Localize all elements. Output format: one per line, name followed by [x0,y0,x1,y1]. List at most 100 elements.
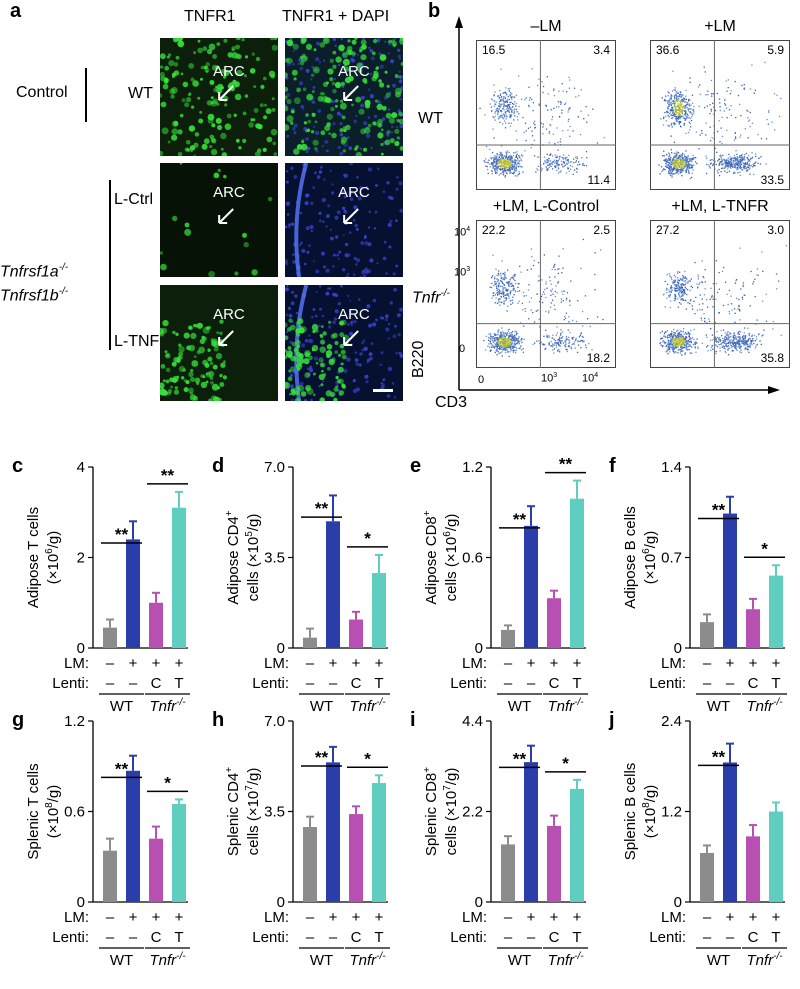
lm-val-j-3: + [772,909,781,926]
ylabel2-d: cells (×105/g) [244,514,262,602]
lenti-val-f-2: C [748,675,759,692]
flow-quadrant-ul: 27.2 [656,223,680,237]
lenti-val-g-1: – [129,929,138,946]
lm-val-c-3: + [175,655,184,672]
panel-b-ytick-0: 0 [459,343,466,355]
lm-val-e-1: + [527,655,536,672]
lenti-val-i-3: T [572,929,581,946]
flow-quadrant-ul: 16.5 [482,43,506,57]
flow-quadrant-lr: 11.4 [588,173,611,187]
bar-h-2 [349,814,363,902]
ylabel2-h: cells (×107/g) [244,768,262,856]
sig-mark-e-1: ** [559,455,573,474]
lenti-val-e-3: T [572,675,581,692]
panel-label-c: c [12,455,23,477]
lenti-val-g-3: T [174,929,183,946]
panel-b-ytick-1e4: 104 [454,226,471,239]
bar-f-2 [746,609,760,648]
lenti-val-d-2: C [351,675,362,692]
lm-val-i-0: – [504,909,513,926]
ytick-label-h: 3.5 [264,804,285,821]
sig-mark-e-0: ** [513,510,527,529]
ytick-label-e: 0.6 [462,550,483,567]
lenti-val-j-2: C [748,929,759,946]
sig-mark-f-0: ** [712,500,726,519]
lm-val-d-3: + [375,655,384,672]
panel-label-d: d [212,455,224,477]
lenti-val-h-1: – [329,929,338,946]
ylabel2-i: cells (×107/g) [442,768,460,856]
sig-mark-g-0: ** [115,759,129,778]
lm-row-label-j: LM: [661,909,686,926]
lenti-val-c-3: T [174,675,183,692]
lm-row-label-i: LM: [462,909,487,926]
panel-a-control-bar [85,68,87,122]
micrograph-ltnfr-tnfr1-dapi: ARC [285,285,403,401]
ytick-label-e: 1.2 [462,459,483,476]
bar-c-3 [172,507,186,648]
lm-val-i-2: + [550,909,559,926]
ytick-label-j: 1.2 [661,804,682,821]
sig-mark-f-1: * [761,539,768,558]
sig-mark-h-1: * [364,749,371,768]
arc-arrow-icon [218,208,234,224]
micrograph-lctrl-tnfr1: ARC [160,163,278,277]
arc-label: ARC [213,306,245,323]
lm-val-c-1: + [129,655,138,672]
lenti-val-h-3: T [374,929,383,946]
lenti-val-h-2: C [351,929,362,946]
panel-a-genotype-bar [109,180,111,350]
ytick-label-c: 4 [77,459,85,476]
bar-j-3 [769,811,783,902]
ytick-label-g: 0.6 [64,804,85,821]
panel-a-header-tnfr1: TNFR1 [184,8,236,25]
flow-plot-1: 36.6 5.9 33.5 [650,40,790,190]
bar-c-2 [149,602,163,648]
flow-plot-0: 16.5 3.4 11.4 [476,40,616,190]
lm-val-h-3: + [375,909,384,926]
ytick-label-d: 7.0 [264,459,285,476]
panel-label-e: e [410,455,421,477]
ytick-label-c: 2 [77,550,85,567]
flow-plot-title-1: +LM [704,18,736,35]
bar-i-0 [501,844,515,902]
ytick-label-g: 0 [77,894,85,911]
bar-d-3 [372,573,386,648]
ylabel2-c: (×106/g) [44,531,62,585]
bar-d-0 [303,637,317,648]
panel-b-label: b [428,0,441,22]
flow-quadrant-ur: 3.4 [593,43,610,57]
bar-e-0 [501,629,515,648]
ylabel-j: Splenic B cells [622,763,639,861]
panel-b-xtick-1e4: 104 [582,372,599,385]
lenti-val-c-2: C [151,675,162,692]
lenti-row-label-d: Lenti: [252,675,289,692]
group-wt-h: WT [310,952,333,969]
flow-quadrant-lr: 18.2 [587,351,611,365]
group-wt-c: WT [110,698,133,715]
lm-val-f-0: – [703,655,712,672]
lenti-val-c-0: – [106,675,115,692]
group-wt-f: WT [707,698,730,715]
arc-label: ARC [338,63,370,80]
sig-mark-d-1: * [364,529,371,548]
flow-quadrant-lr: 33.5 [761,173,785,187]
bar-f-3 [769,575,783,648]
ylabel2-g: (×108/g) [44,785,62,839]
ytick-label-i: 0 [475,894,483,911]
lenti-val-d-0: – [306,675,315,692]
ylabel-g: Splenic T cells [25,763,42,859]
bar-h-0 [303,827,317,902]
ytick-label-c: 0 [77,640,85,657]
group-ko-g: Tnfr-/- [149,951,186,969]
ylabel2-j: (×108/g) [641,785,659,839]
panel-a-group-control: Control [16,84,68,101]
lm-row-label-c: LM: [64,655,89,672]
lenti-val-i-1: – [527,929,536,946]
ytick-label-h: 7.0 [264,713,285,730]
panel-b-row-ko: Tnfr-/- [412,288,450,307]
lm-val-e-0: – [504,655,513,672]
panel-b-xlabel: CD3 [435,394,468,411]
panel-a-row-lctrl: L-Ctrl [114,191,154,208]
arc-arrow-icon [343,330,359,346]
